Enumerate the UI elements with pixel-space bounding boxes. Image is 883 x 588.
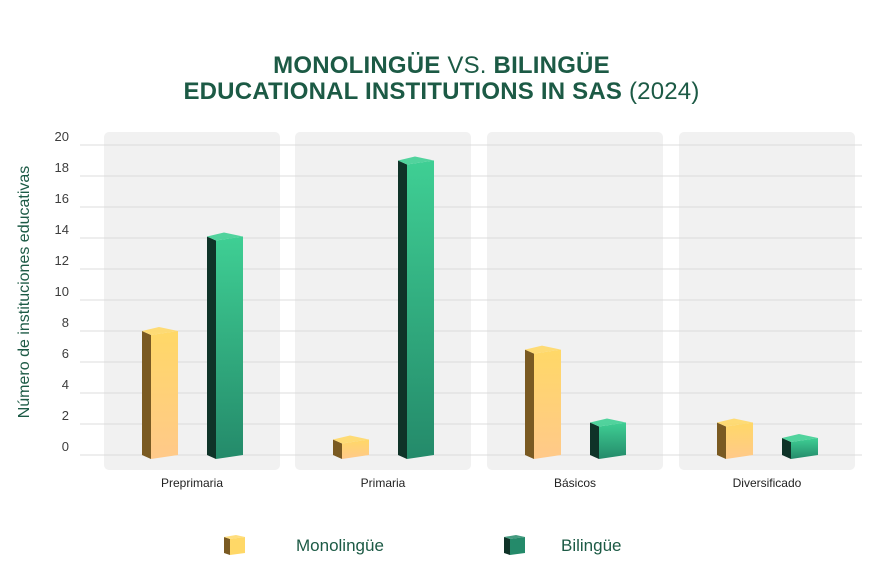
title-vs: VS.: [440, 52, 494, 79]
y-tick-label: 16: [55, 191, 69, 206]
bar-bilingue-preprimaria: [207, 232, 243, 459]
bar-monolingue-básicos: [525, 345, 561, 459]
legend-label: Monolingüe: [296, 536, 384, 555]
x-tick-label: Básicos: [554, 476, 596, 490]
y-tick-label: 14: [55, 222, 69, 237]
x-tick-label: Diversificado: [733, 476, 802, 490]
y-tick-label: 0: [62, 439, 69, 454]
bars: [142, 156, 818, 459]
y-tick-label: 4: [62, 377, 69, 392]
y-tick-label: 2: [62, 408, 69, 423]
title-year: (2024): [622, 78, 700, 105]
chart-title-line-1: MONOLINGÜE VS. BILINGÜE: [0, 52, 883, 80]
y-tick-label: 6: [62, 346, 69, 361]
y-tick-label: 18: [55, 160, 69, 175]
y-tick-label: 8: [62, 315, 69, 330]
chart-title-line-2: EDUCATIONAL INSTITUTIONS IN SAS (2024): [0, 78, 883, 106]
bar-monolingue-primaria: [333, 435, 369, 459]
panel-básicos: [487, 132, 663, 470]
bar-bilingue-primaria: [398, 156, 434, 459]
title-subject: EDUCATIONAL INSTITUTIONS IN SAS: [183, 78, 623, 105]
y-axis: 0 2 4 6 8 10 12 14 16 18 20 Número de instituciones…: [16, 129, 69, 454]
bar-bilingue-diversificado: [782, 433, 818, 459]
y-axis-label: Número de instituciones educativas: [16, 166, 33, 419]
y-tick-label: 20: [55, 129, 69, 144]
legend-item-monolingue: Monolingüe: [224, 535, 384, 555]
legend-label: Bilingüe: [561, 536, 622, 555]
bar-bilingue-básicos: [590, 418, 626, 459]
y-tick-label: 10: [55, 284, 69, 299]
x-axis: Preprimaria Primaria Básicos Diversificado: [161, 476, 802, 490]
legend: Monolingüe Bilingüe: [224, 535, 622, 555]
x-tick-label: Primaria: [361, 476, 406, 490]
panel-preprimaria: [104, 132, 280, 470]
bar-monolingue-preprimaria: [142, 327, 178, 459]
y-tick-label: 12: [55, 253, 69, 268]
panel-primaria: [295, 132, 471, 470]
legend-item-bilingue: Bilingüe: [504, 535, 622, 555]
x-tick-label: Preprimaria: [161, 476, 223, 490]
panel-diversificado: [679, 132, 855, 470]
title-monolingue: MONOLINGÜE: [273, 52, 441, 79]
title-bilingue: BILINGÜE: [493, 52, 610, 79]
legend-swatch: [504, 535, 525, 555]
legend-swatch: [224, 535, 245, 555]
bar-monolingue-diversificado: [717, 418, 753, 459]
